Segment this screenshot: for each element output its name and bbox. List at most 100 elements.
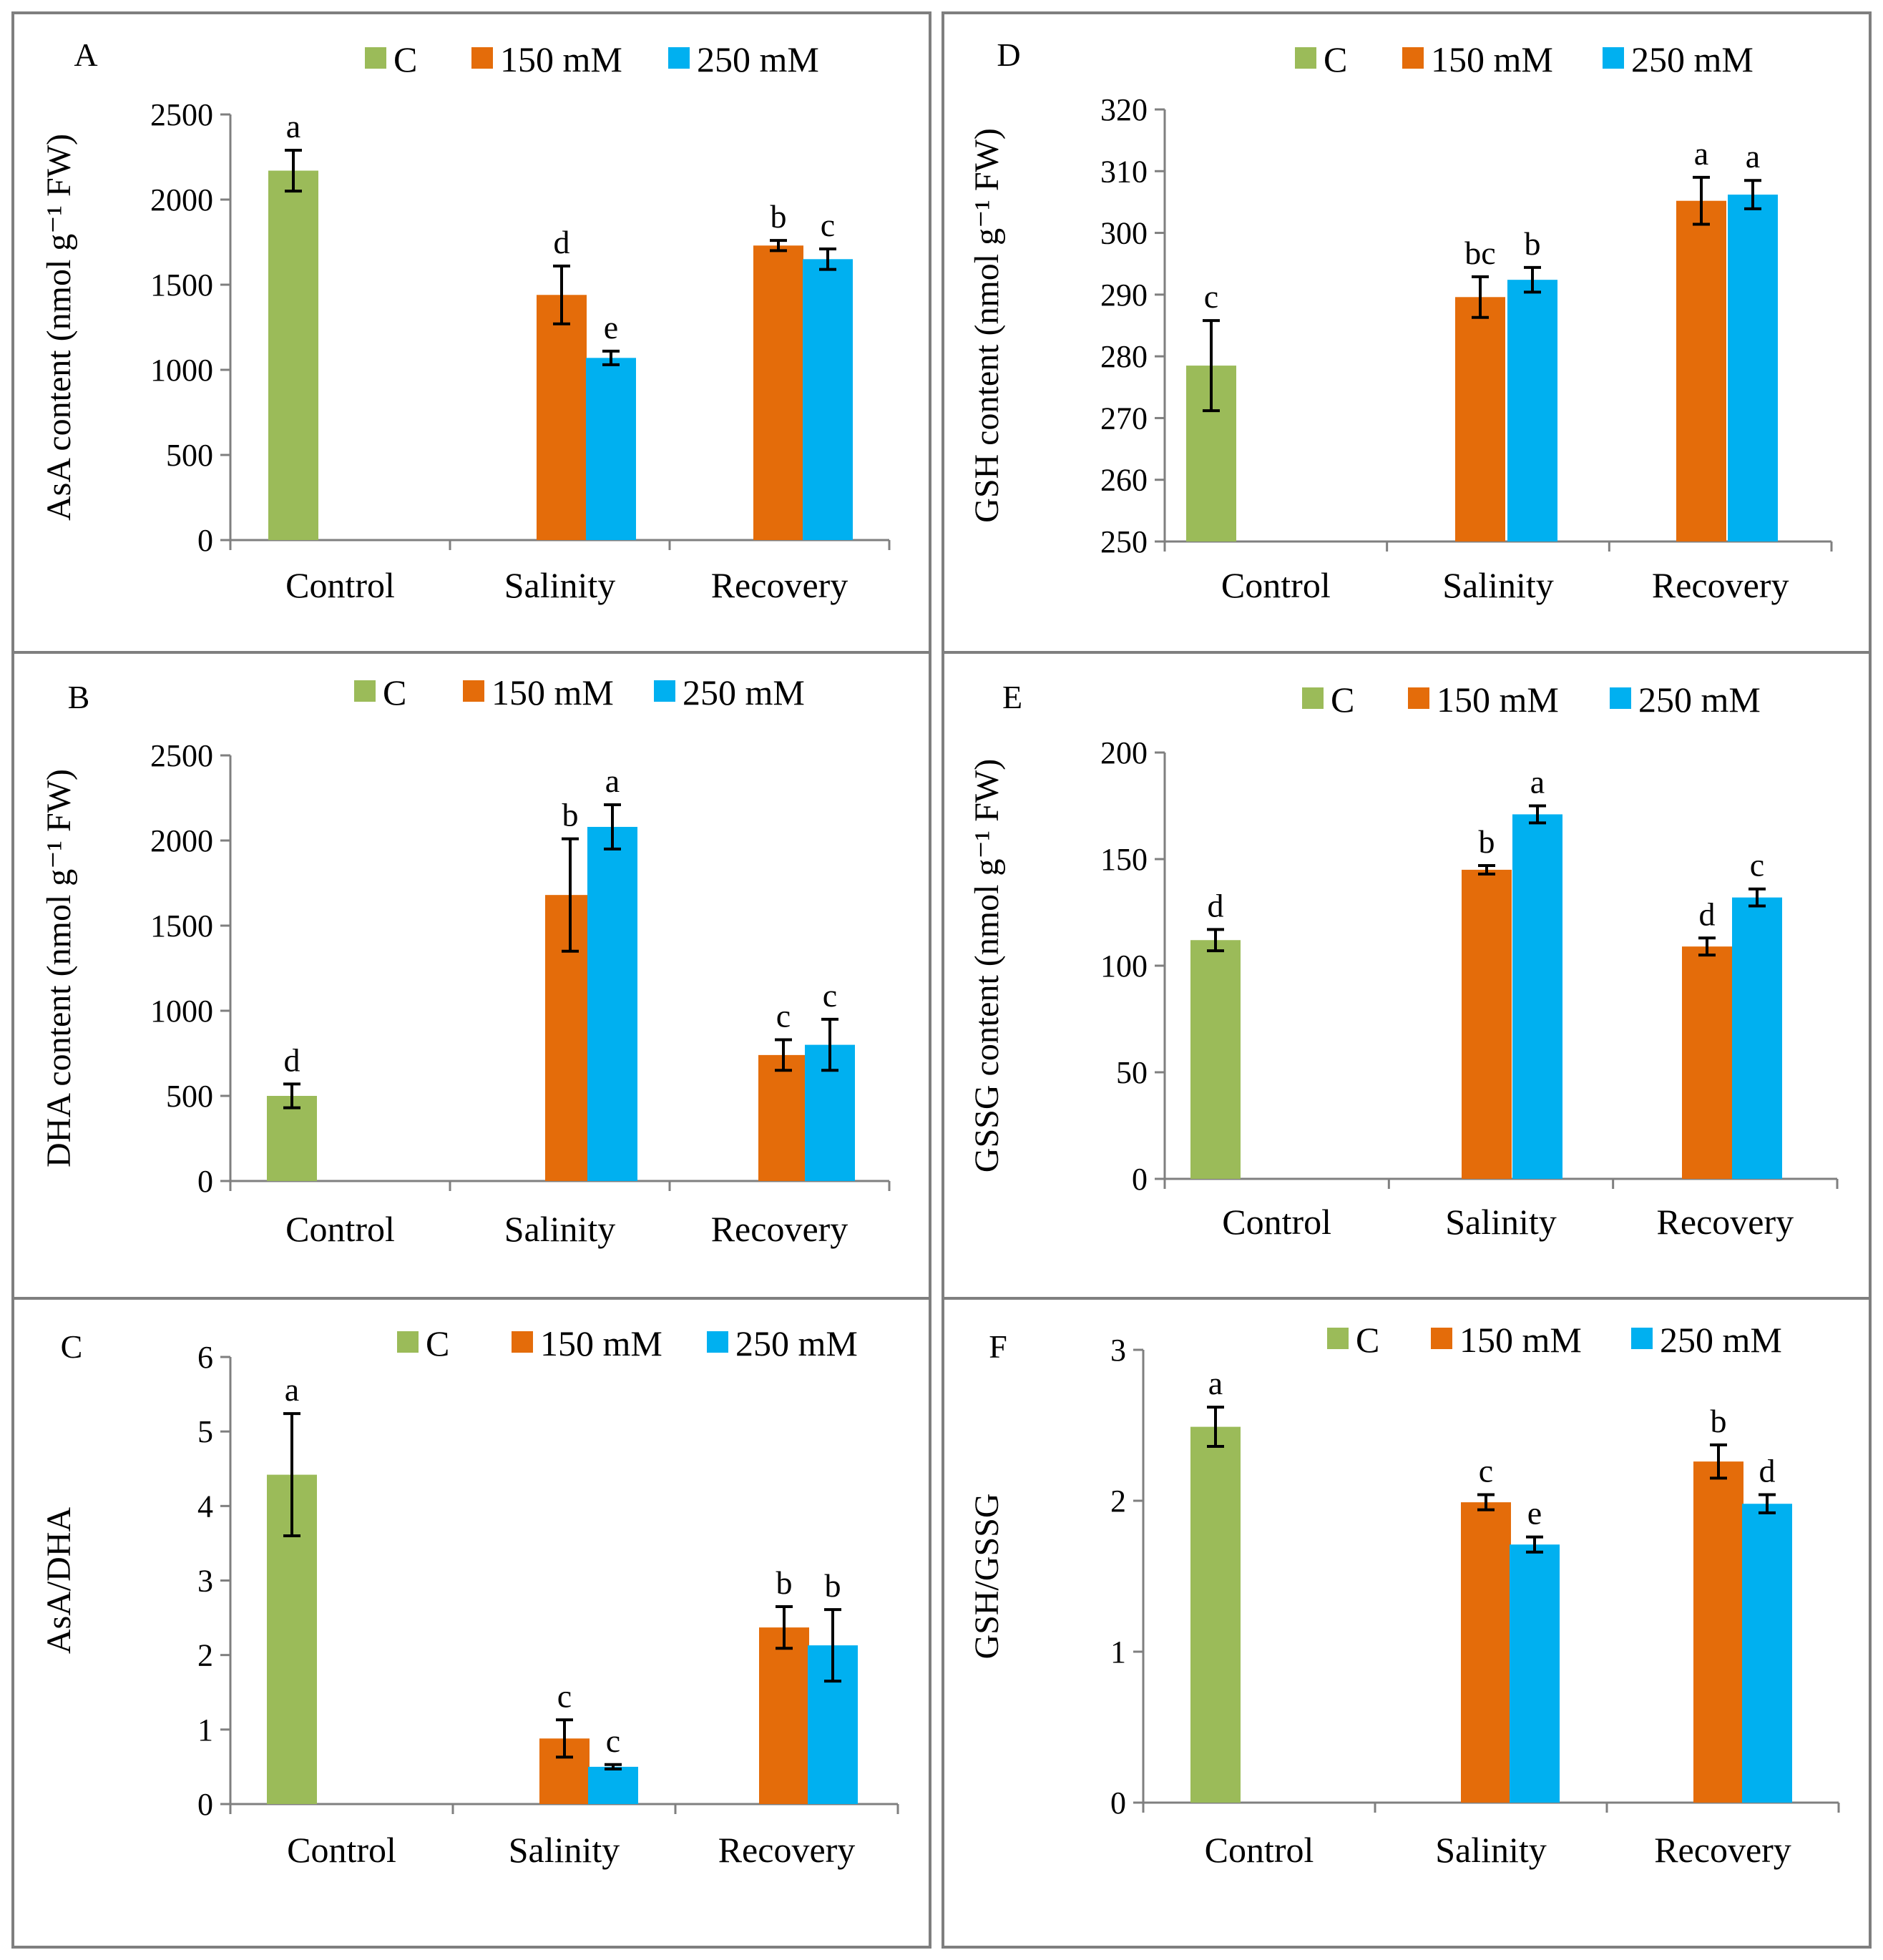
y-tick-label: 260 [1100, 463, 1148, 498]
bar-c-control [267, 1096, 317, 1181]
x-tick-label: Salinity [1442, 565, 1554, 605]
y-tick-label: 290 [1100, 278, 1148, 313]
significance-letter: d [1699, 896, 1716, 932]
y-tick-label: 3 [197, 1564, 213, 1599]
x-tick-label: Salinity [1435, 1830, 1547, 1870]
error-bar [1710, 1443, 1727, 1480]
bar-150mm-recovery [1676, 200, 1726, 542]
significance-letter: e [604, 309, 618, 346]
legend-swatch [1610, 687, 1631, 709]
x-tick-label: Control [287, 1830, 396, 1870]
error-bar [553, 264, 570, 325]
legend-swatch [707, 1331, 728, 1353]
error-bar [1744, 179, 1761, 210]
bar-250mm-salinity [1510, 1544, 1560, 1803]
legend-label: 150 mM [500, 39, 622, 79]
legend-label: 150 mM [1431, 39, 1553, 79]
significance-letter: c [821, 207, 835, 243]
significance-letter: d [554, 224, 570, 260]
significance-letter: a [1530, 764, 1545, 800]
legend-label: 250 mM [735, 1323, 858, 1363]
y-tick-label: 0 [1110, 1785, 1126, 1821]
y-tick-label: 1 [1110, 1635, 1126, 1670]
bar-250mm-salinity [587, 826, 637, 1181]
panel-label: A [74, 36, 97, 73]
significance-letter: b [771, 198, 787, 235]
bar-c-control [1190, 1426, 1241, 1803]
significance-letter: b [776, 1564, 793, 1601]
significance-letter: b [562, 797, 579, 833]
legend-label: 150 mM [1437, 680, 1559, 720]
legend-swatch [463, 680, 484, 702]
bar-250mm-recovery [1732, 897, 1782, 1179]
legend-swatch [354, 680, 376, 702]
bar-150mm-recovery [1682, 946, 1732, 1179]
significance-letter: c [557, 1677, 572, 1714]
error-bar [602, 349, 620, 366]
y-tick-label: 4 [197, 1489, 213, 1524]
panel-a: 0 500 1000 1500 2000 2500 Control Salinity Recov… [11, 11, 931, 655]
error-bar [1759, 1493, 1776, 1514]
significance-letter: a [1208, 1365, 1223, 1401]
y-tick-label: 6 [197, 1340, 213, 1375]
y-tick-label: 1000 [150, 353, 213, 388]
error-bar [1698, 936, 1716, 957]
significance-letter: b [1525, 225, 1541, 262]
legend-label: 250 mM [1638, 680, 1761, 720]
legend-label: 250 mM [683, 672, 805, 712]
x-tick-label: Control [1221, 565, 1331, 605]
bar-150mm-recovery [759, 1627, 809, 1804]
significance-letter: b [1711, 1403, 1727, 1439]
legend-swatch [1327, 1328, 1349, 1349]
y-tick-label: 500 [166, 1079, 213, 1114]
bar-150mm-salinity [537, 295, 587, 540]
panel-label: D [997, 36, 1020, 73]
error-bar [1203, 319, 1220, 413]
panel-b: 0 500 1000 1500 2000 2500 Control Salinity Recov… [11, 651, 931, 1300]
y-tick-label: 5 [197, 1414, 213, 1449]
legend-swatch [1431, 1328, 1452, 1349]
y-tick-label: 0 [1132, 1162, 1148, 1197]
legend-swatch [471, 47, 493, 69]
panel-c: 0 1 2 3 4 5 6 Control Salinity Recovery AsA/DHA C C 1… [11, 1297, 931, 1949]
significance-letter: bc [1464, 235, 1495, 271]
x-tick-label: Recovery [711, 1209, 848, 1249]
x-tick-label: Control [285, 565, 395, 605]
legend-swatch [654, 680, 675, 702]
significance-letter: a [1694, 135, 1708, 172]
bar-250mm-salinity [1507, 280, 1557, 542]
x-tick-label: Salinity [504, 565, 616, 605]
significance-letter: c [1479, 1453, 1493, 1489]
legend-swatch [1408, 687, 1429, 709]
x-tick-label: Control [285, 1209, 395, 1249]
bar-250mm-salinity [588, 1766, 638, 1804]
legend-label: C [1331, 680, 1354, 720]
y-tick-label: 0 [197, 523, 213, 558]
error-bar [1472, 275, 1489, 319]
error-bar [1693, 175, 1710, 226]
y-tick-label: 500 [166, 438, 213, 473]
y-axis-title: AsA/DHA [40, 1507, 78, 1655]
x-tick-label: Recovery [718, 1830, 856, 1870]
significance-letter: b [1479, 823, 1495, 860]
y-tick-label: 100 [1100, 949, 1148, 984]
x-tick-label: Salinity [504, 1209, 616, 1249]
x-tick-label: Recovery [1652, 565, 1789, 605]
legend-swatch [1295, 47, 1316, 69]
significance-letter: d [1759, 1453, 1776, 1489]
y-axis-title: GSH/GSSG [968, 1493, 1006, 1659]
legend-label: 150 mM [1459, 1320, 1582, 1360]
error-bar [821, 1017, 838, 1072]
bar-250mm-recovery [803, 259, 853, 540]
legend-label: C [1324, 39, 1347, 79]
y-tick-label: 2000 [150, 823, 213, 858]
legend-swatch [1402, 47, 1424, 69]
error-bar [1524, 265, 1541, 294]
y-axis-title: AsA content (nmol g⁻¹ FW) [40, 134, 78, 521]
y-axis-title: GSSG content (nmol g⁻¹ FW) [968, 759, 1006, 1172]
y-tick-label: 2 [197, 1638, 213, 1673]
panel-e: 0 50 100 150 200 Control Salinity Recovery GSSG … [942, 651, 1872, 1300]
y-tick-label: 280 [1100, 339, 1148, 374]
significance-letter: a [1746, 138, 1760, 175]
